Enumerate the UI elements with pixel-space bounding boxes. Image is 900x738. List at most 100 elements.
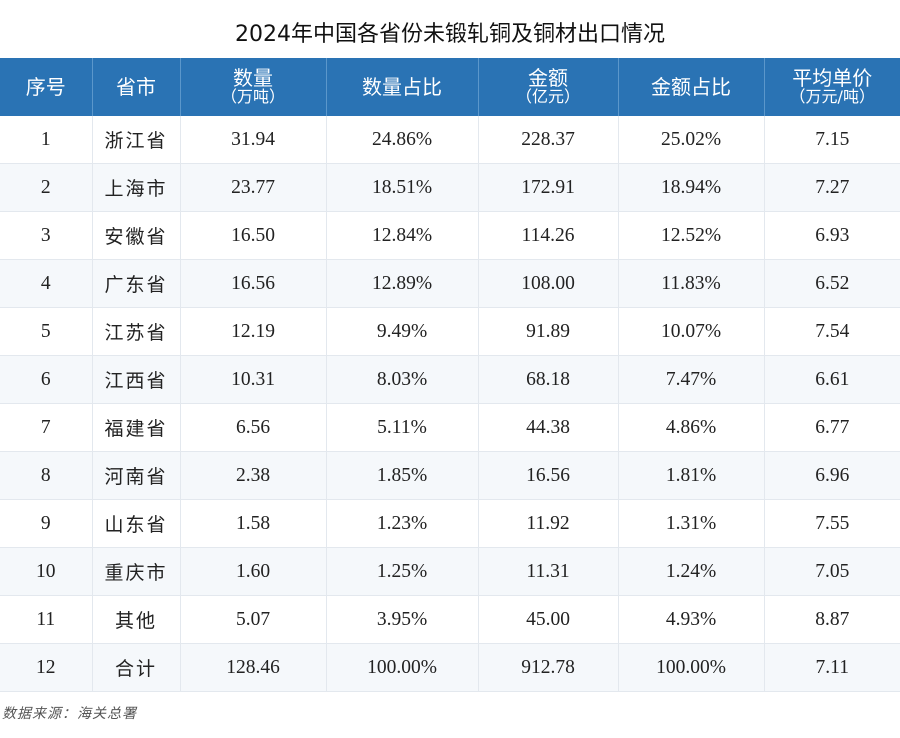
cell-province: 河南省	[92, 451, 181, 500]
cell-unit-price: 8.87	[764, 595, 900, 644]
cell-amount: 172.91	[478, 163, 619, 212]
cell-qty: 10.31	[180, 355, 327, 404]
cell-qty-share: 8.03%	[326, 355, 479, 404]
cell-amount-share: 1.81%	[618, 451, 765, 500]
cell-unit-price: 6.93	[764, 211, 900, 260]
cell-amount: 11.31	[478, 547, 619, 596]
cell-province: 重庆市	[92, 547, 181, 596]
table-row: 7 福建省 6.56 5.11% 44.38 4.86% 6.77	[0, 403, 900, 452]
table-row: 8 河南省 2.38 1.85% 16.56 1.81% 6.96	[0, 451, 900, 500]
cell-qty: 6.56	[180, 403, 327, 452]
cell-amount-share: 1.24%	[618, 547, 765, 596]
cell-amount: 11.92	[478, 499, 619, 548]
cell-qty-share: 24.86%	[326, 116, 479, 164]
cell-qty-share: 1.85%	[326, 451, 479, 500]
table-row: 3 安徽省 16.50 12.84% 114.26 12.52% 6.93	[0, 211, 900, 260]
cell-qty-share: 9.49%	[326, 307, 479, 356]
cell-amount-share: 12.52%	[618, 211, 765, 260]
column-header-no: 序号	[0, 58, 93, 116]
cell-amount-share: 4.86%	[618, 403, 765, 452]
column-header-unit-price: 平均单价 （万元/吨）	[764, 58, 900, 116]
cell-amount: 16.56	[478, 451, 619, 500]
cell-qty-share: 100.00%	[326, 643, 479, 692]
table-row: 1 浙江省 31.94 24.86% 228.37 25.02% 7.15	[0, 116, 900, 164]
cell-province: 上海市	[92, 163, 181, 212]
cell-qty: 12.19	[180, 307, 327, 356]
table-row: 10 重庆市 1.60 1.25% 11.31 1.24% 7.05	[0, 547, 900, 596]
column-header-amount-share: 金额占比	[618, 58, 765, 116]
cell-province: 安徽省	[92, 211, 181, 260]
table-row: 2 上海市 23.77 18.51% 172.91 18.94% 7.27	[0, 163, 900, 212]
cell-province: 福建省	[92, 403, 181, 452]
cell-province: 其他	[92, 595, 181, 644]
cell-unit-price: 7.05	[764, 547, 900, 596]
cell-no: 2	[0, 163, 93, 212]
cell-qty-share: 5.11%	[326, 403, 479, 452]
table-row: 9 山东省 1.58 1.23% 11.92 1.31% 7.55	[0, 499, 900, 548]
cell-amount: 68.18	[478, 355, 619, 404]
cell-unit-price: 7.15	[764, 116, 900, 164]
column-header-province: 省市	[92, 58, 181, 116]
cell-qty: 2.38	[180, 451, 327, 500]
table-row: 6 江西省 10.31 8.03% 68.18 7.47% 6.61	[0, 355, 900, 404]
cell-no: 10	[0, 547, 93, 596]
cell-amount-share: 100.00%	[618, 643, 765, 692]
cell-qty-share: 18.51%	[326, 163, 479, 212]
cell-no: 4	[0, 259, 93, 308]
cell-unit-price: 7.27	[764, 163, 900, 212]
cell-qty-share: 3.95%	[326, 595, 479, 644]
cell-no: 3	[0, 211, 93, 260]
cell-province: 江西省	[92, 355, 181, 404]
cell-unit-price: 7.54	[764, 307, 900, 356]
cell-amount-share: 4.93%	[618, 595, 765, 644]
cell-amount-share: 11.83%	[618, 259, 765, 308]
cell-qty: 16.50	[180, 211, 327, 260]
cell-no: 5	[0, 307, 93, 356]
cell-unit-price: 7.11	[764, 643, 900, 692]
cell-qty: 5.07	[180, 595, 327, 644]
cell-unit-price: 6.77	[764, 403, 900, 452]
cell-no: 1	[0, 116, 93, 164]
cell-qty-share: 12.84%	[326, 211, 479, 260]
cell-amount: 114.26	[478, 211, 619, 260]
table-body: 1 浙江省 31.94 24.86% 228.37 25.02% 7.15 2 上海市 23.77…	[0, 116, 900, 692]
cell-qty: 1.58	[180, 499, 327, 548]
cell-amount: 912.78	[478, 643, 619, 692]
table-row: 5 江苏省 12.19 9.49% 91.89 10.07% 7.54	[0, 307, 900, 356]
cell-no: 12	[0, 643, 93, 692]
cell-qty: 16.56	[180, 259, 327, 308]
column-header-qty-share: 数量占比	[326, 58, 479, 116]
page-title: 2024年中国各省份未锻轧铜及铜材出口情况	[235, 22, 665, 47]
column-header-amount: 金额 （亿元）	[478, 58, 619, 116]
cell-unit-price: 6.61	[764, 355, 900, 404]
cell-amount: 91.89	[478, 307, 619, 356]
cell-amount-share: 18.94%	[618, 163, 765, 212]
cell-amount-share: 10.07%	[618, 307, 765, 356]
cell-province: 山东省	[92, 499, 181, 548]
cell-amount: 228.37	[478, 116, 619, 164]
cell-qty: 128.46	[180, 643, 327, 692]
cell-amount-share: 1.31%	[618, 499, 765, 548]
cell-no: 7	[0, 403, 93, 452]
cell-amount-share: 25.02%	[618, 116, 765, 164]
cell-province: 合计	[92, 643, 181, 692]
cell-no: 6	[0, 355, 93, 404]
cell-no: 8	[0, 451, 93, 500]
cell-province: 浙江省	[92, 116, 181, 164]
cell-amount: 44.38	[478, 403, 619, 452]
cell-province: 广东省	[92, 259, 181, 308]
cell-no: 11	[0, 595, 93, 644]
table-row: 4 广东省 16.56 12.89% 108.00 11.83% 6.52	[0, 259, 900, 308]
cell-amount: 108.00	[478, 259, 619, 308]
cell-province: 江苏省	[92, 307, 181, 356]
column-header-qty: 数量 （万吨）	[180, 58, 327, 116]
table-row: 12 合计 128.46 100.00% 912.78 100.00% 7.11	[0, 643, 900, 692]
export-table: 序号 省市 数量 （万吨） 数量占比 金额 （亿元） 金额占比 平均单价 （万元/吨）…	[0, 58, 900, 692]
cell-amount-share: 7.47%	[618, 355, 765, 404]
cell-qty-share: 1.23%	[326, 499, 479, 548]
cell-qty-share: 12.89%	[326, 259, 479, 308]
header-row: 序号 省市 数量 （万吨） 数量占比 金额 （亿元） 金额占比 平均单价 （万元/吨）	[0, 58, 900, 116]
cell-amount: 45.00	[478, 595, 619, 644]
source-note: 数据来源：海关总署	[2, 706, 137, 722]
cell-no: 9	[0, 499, 93, 548]
